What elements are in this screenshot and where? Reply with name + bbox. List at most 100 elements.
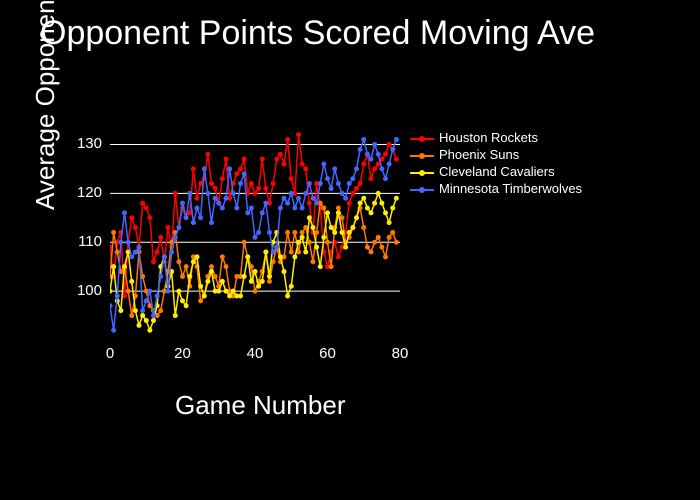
series-marker [361, 162, 366, 167]
series-marker [282, 196, 287, 201]
series-marker [365, 245, 370, 250]
y-tick-label: 120 [77, 184, 102, 201]
series-marker [369, 210, 374, 215]
series-marker [205, 191, 210, 196]
series-marker [216, 289, 221, 294]
series-marker [278, 254, 283, 259]
series-marker [220, 206, 225, 211]
series-marker [110, 289, 113, 294]
series-marker [187, 191, 192, 196]
series-marker [340, 191, 345, 196]
chart-title: Opponent Points Scored Moving Ave [40, 14, 595, 53]
series-marker [361, 225, 366, 230]
series-marker [267, 274, 272, 279]
series-marker [292, 206, 297, 211]
y-axis-label: Average Opponent Points [30, 0, 61, 210]
series-marker [238, 294, 243, 299]
series-marker [300, 162, 305, 167]
series-marker [144, 206, 149, 211]
series-marker [361, 196, 366, 201]
series-marker [202, 166, 207, 171]
series-marker [249, 181, 254, 186]
series-marker [122, 210, 127, 215]
series-marker [137, 245, 142, 250]
series-marker [111, 230, 116, 235]
series-marker [278, 152, 283, 157]
legend-label: Houston Rockets [439, 130, 538, 145]
series-marker [173, 191, 178, 196]
series-marker [263, 186, 268, 191]
series-marker [350, 191, 355, 196]
series-marker [329, 264, 334, 269]
series-marker [350, 225, 355, 230]
series-marker [205, 279, 210, 284]
series-marker [122, 264, 127, 269]
series-marker [133, 308, 138, 313]
legend-item[interactable]: Minnesota Timberwolves [410, 181, 582, 196]
series-marker [347, 181, 352, 186]
legend-label: Minnesota Timberwolves [439, 181, 582, 196]
series-marker [184, 303, 189, 308]
legend-item[interactable]: Phoenix Suns [410, 147, 582, 162]
series-marker [394, 137, 399, 142]
series-marker [118, 308, 123, 313]
series-marker [238, 181, 243, 186]
series-marker [151, 259, 156, 264]
series-marker [209, 181, 214, 186]
series-marker [137, 323, 142, 328]
series-marker [162, 254, 167, 259]
series-marker [394, 196, 399, 201]
x-tick-label: 0 [106, 345, 114, 362]
series-marker [242, 274, 247, 279]
series-marker [314, 245, 319, 250]
series-marker [133, 225, 138, 230]
series-marker [202, 294, 207, 299]
x-tick-label: 20 [174, 345, 191, 362]
series-marker [169, 250, 174, 255]
series-marker [292, 254, 297, 259]
series-marker [111, 264, 116, 269]
legend-item[interactable]: Houston Rockets [410, 130, 582, 145]
series-marker [289, 250, 294, 255]
series-marker [198, 215, 203, 220]
series-marker [191, 220, 196, 225]
series-marker [372, 240, 377, 245]
series-marker [300, 206, 305, 211]
series-marker [387, 142, 392, 147]
series-marker [285, 230, 290, 235]
legend-swatch [410, 132, 434, 144]
series-marker [158, 308, 163, 313]
series-marker [303, 166, 308, 171]
series-marker [369, 176, 374, 181]
series-marker [209, 269, 214, 274]
series-marker [234, 206, 239, 211]
series-marker [195, 196, 200, 201]
series-marker [155, 250, 160, 255]
series-marker [390, 206, 395, 211]
series-marker [282, 269, 287, 274]
series-marker [307, 215, 312, 220]
series-marker [278, 206, 283, 211]
series-marker [340, 230, 345, 235]
legend-item[interactable]: Cleveland Cavaliers [410, 164, 582, 179]
series-marker [390, 147, 395, 152]
series-marker [147, 289, 152, 294]
series-marker [209, 220, 214, 225]
series-marker [376, 152, 381, 157]
series-marker [383, 210, 388, 215]
series-marker [166, 289, 171, 294]
series-marker [166, 225, 171, 230]
series-marker [350, 176, 355, 181]
series-marker [144, 298, 149, 303]
series-marker [311, 225, 316, 230]
series-marker [289, 284, 294, 289]
legend-swatch [410, 166, 434, 178]
series-marker [115, 294, 120, 299]
series-marker [198, 298, 203, 303]
series-marker [158, 274, 163, 279]
series-marker [365, 206, 370, 211]
series-marker [220, 279, 225, 284]
series-marker [180, 201, 185, 206]
series-marker [129, 215, 134, 220]
series-marker [358, 147, 363, 152]
